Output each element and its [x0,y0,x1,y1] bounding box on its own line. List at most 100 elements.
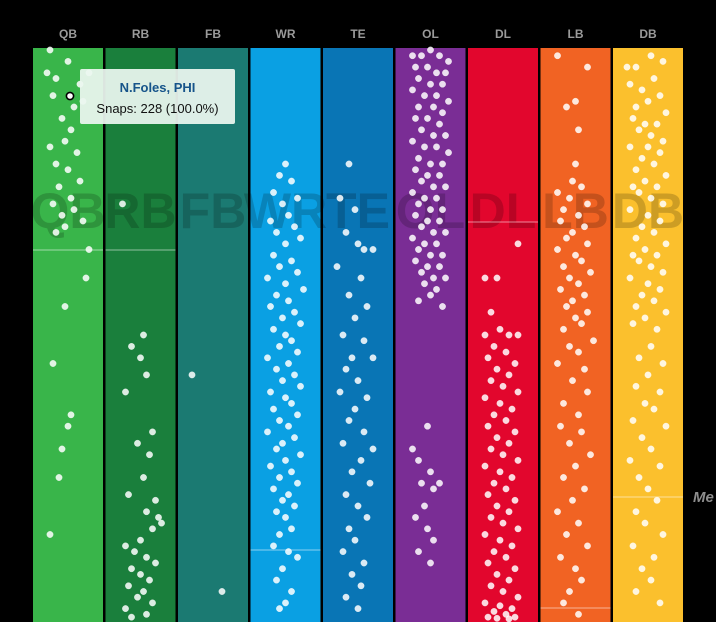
data-point [514,456,522,464]
data-point [572,565,579,573]
data-point [61,303,69,310]
data-point [146,576,153,584]
data-point [279,377,286,385]
data-point [297,382,304,390]
data-point [641,120,649,128]
data-point [650,75,658,82]
data-point [641,399,649,407]
data-point [49,360,57,367]
data-point [131,548,138,556]
column-fb [178,48,248,622]
data-point [656,388,664,396]
data-point [291,502,298,510]
data-point [158,519,165,527]
data-point [626,274,634,282]
data-point [288,177,295,185]
data-point [73,149,81,157]
data-point [433,143,440,151]
data-point [273,228,280,236]
data-point [264,428,271,436]
data-point [363,513,371,521]
data-point [128,342,135,350]
data-point [282,456,289,464]
data-point [351,314,359,322]
data-point [502,553,510,561]
data-point [354,240,362,248]
data-point [282,240,289,248]
data-point [436,479,443,487]
data-point [581,291,588,299]
data-point [279,439,286,447]
data-point [644,280,652,288]
data-point [647,263,655,271]
player-tooltip: N.Foles, PHI Snaps: 228 (100.0%) [80,69,235,124]
data-point [511,496,519,504]
data-point [270,325,277,333]
data-point [412,257,419,265]
data-point [560,325,567,333]
data-point [653,120,661,128]
data-point [67,411,75,419]
data-point [285,297,292,305]
data-point [421,240,428,248]
data-point [638,86,646,94]
data-point [656,285,664,293]
data-point [490,608,498,615]
data-point [629,114,637,122]
watermark-lb: LB [542,183,609,239]
data-point [424,263,431,271]
data-point [427,80,434,88]
data-point [430,103,437,111]
data-point [557,285,564,293]
data-point [427,468,434,476]
data-point [297,234,304,242]
data-point [140,474,147,481]
data-point [273,365,280,373]
data-point [342,228,350,236]
data-point [267,462,274,470]
data-point [481,531,489,538]
data-point [647,342,655,350]
data-point [638,565,646,573]
data-point [442,228,449,236]
data-point [143,610,150,618]
data-point [122,605,129,613]
data-point [584,388,591,396]
data-point [632,303,640,310]
data-point [566,439,573,447]
data-point [64,422,72,430]
data-point [351,536,359,544]
data-point [563,234,570,242]
data-point [134,439,141,447]
data-point [333,263,341,271]
data-point [566,342,573,350]
data-point [644,485,652,493]
data-point [505,576,513,584]
data-point [276,263,283,271]
data-point [436,52,443,60]
data-point [58,211,66,219]
tooltip-snaps: Snaps: 228 (100.0%) [96,101,219,116]
data-point [511,613,519,621]
data-point [430,183,437,191]
data-point [285,548,292,556]
data-point [415,103,422,111]
data-point [418,479,425,487]
data-point [647,52,655,60]
data-point [276,474,283,481]
data-point [270,485,277,493]
data-point [412,513,419,521]
data-point [430,228,437,236]
data-point [560,599,567,607]
data-point [557,553,564,561]
data-point [511,565,519,573]
data-point [294,194,301,202]
data-point [421,502,428,510]
data-point [505,615,513,622]
data-point [61,223,69,231]
data-point [557,217,564,225]
data-point [433,194,440,202]
data-point [499,519,507,527]
data-point [514,593,522,601]
data-point [487,308,495,316]
